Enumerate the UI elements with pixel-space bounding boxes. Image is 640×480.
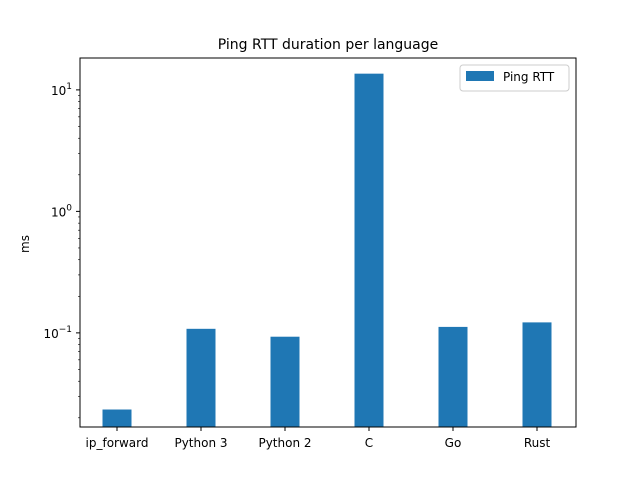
bar-rust — [522, 322, 552, 427]
x-tick-label: C — [365, 436, 373, 450]
bar-go — [438, 326, 468, 427]
bar-ip-forward — [102, 409, 132, 427]
y-axis-label: ms — [18, 235, 32, 253]
x-ticks-group: ip_forward Python 3 Python 2 C Go Rust — [86, 427, 551, 450]
x-tick-label: Rust — [524, 436, 551, 450]
legend-label: Ping RTT — [503, 70, 555, 84]
y-tick-label: 101 — [51, 82, 72, 98]
x-tick-label: Python 3 — [174, 436, 227, 450]
chart-title: Ping RTT duration per language — [218, 37, 439, 53]
x-tick-label: Python 2 — [258, 436, 311, 450]
bar-python-3 — [186, 328, 216, 427]
legend: Ping RTT — [459, 64, 570, 92]
x-tick-label: ip_forward — [86, 436, 149, 450]
x-tick-label: Go — [445, 436, 462, 450]
bar-python-2 — [270, 336, 300, 427]
plot-frame — [79, 57, 577, 428]
bars-group — [102, 73, 552, 427]
legend-swatch — [466, 71, 494, 81]
bar-c — [354, 73, 384, 427]
y-tick-label: 100 — [51, 203, 72, 219]
y-tick-label: 10−1 — [43, 325, 72, 341]
y-ticks-group: 10−1 100 101 — [43, 82, 80, 419]
